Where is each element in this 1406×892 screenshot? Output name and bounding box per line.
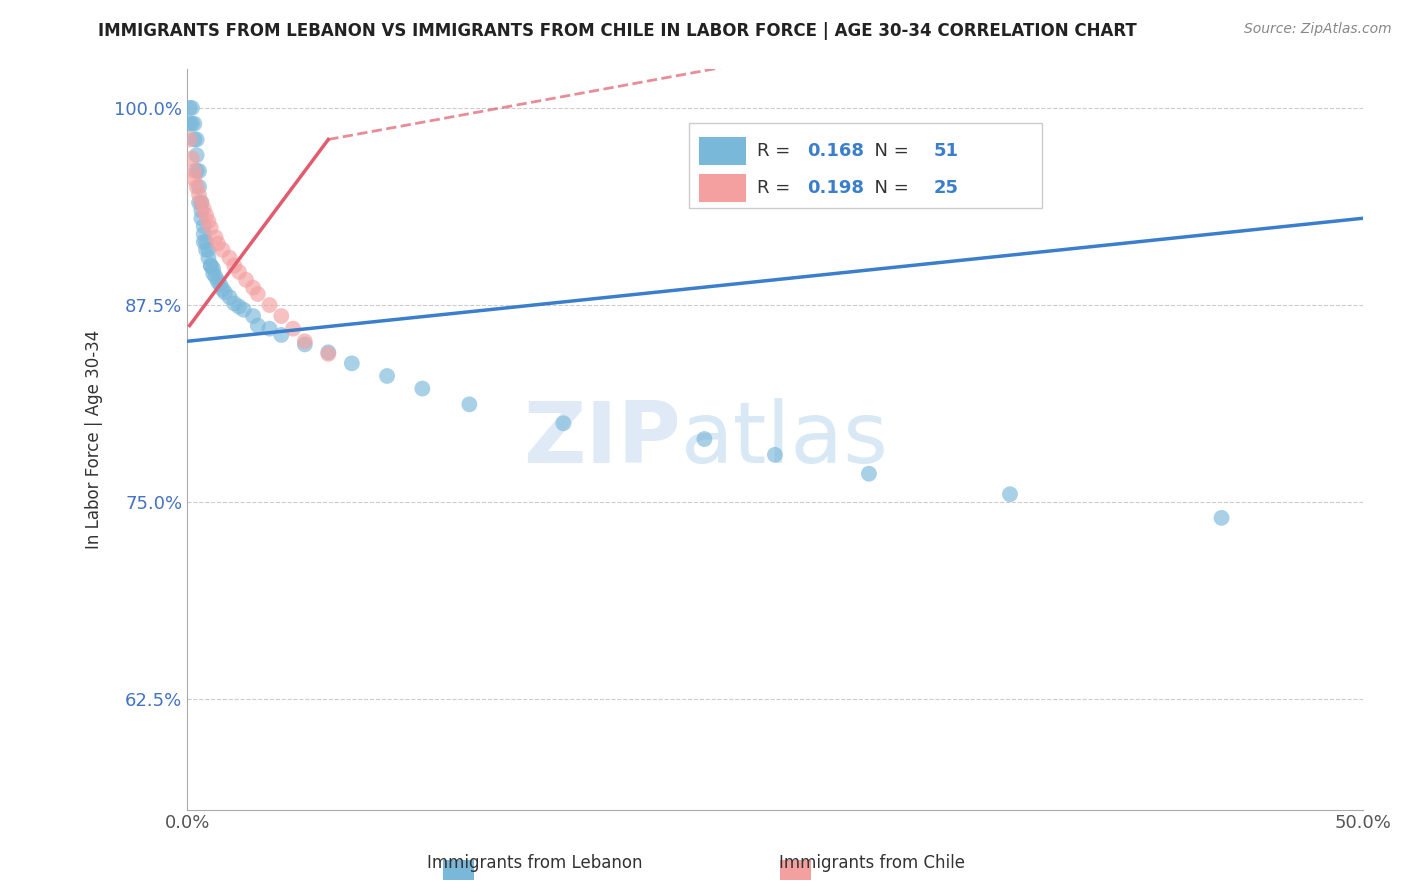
- Point: [763, 448, 786, 462]
- Point: [246, 318, 269, 333]
- Text: Immigrants from Chile: Immigrants from Chile: [779, 855, 965, 872]
- Point: [186, 164, 208, 178]
- Point: [200, 259, 222, 273]
- Point: [259, 321, 281, 335]
- Point: [183, 164, 205, 178]
- Point: [1211, 511, 1233, 525]
- Point: [998, 487, 1021, 501]
- Point: [294, 334, 316, 349]
- Point: [858, 467, 880, 481]
- Text: R =: R =: [758, 178, 796, 197]
- FancyBboxPatch shape: [689, 122, 1042, 208]
- Point: [218, 290, 240, 304]
- Point: [193, 219, 215, 234]
- Point: [209, 277, 232, 292]
- FancyBboxPatch shape: [699, 174, 745, 202]
- Point: [181, 117, 204, 131]
- Text: R =: R =: [758, 142, 796, 160]
- Point: [183, 132, 205, 146]
- Point: [242, 281, 264, 295]
- Point: [190, 203, 212, 218]
- Point: [214, 285, 236, 300]
- Text: atlas: atlas: [681, 398, 889, 481]
- Text: Source: ZipAtlas.com: Source: ZipAtlas.com: [1244, 22, 1392, 37]
- Point: [188, 179, 211, 194]
- Point: [340, 356, 363, 370]
- Point: [204, 269, 226, 284]
- Point: [228, 265, 250, 279]
- Point: [197, 243, 219, 257]
- Point: [202, 267, 225, 281]
- Point: [458, 397, 481, 411]
- Point: [218, 251, 240, 265]
- Point: [200, 220, 222, 235]
- Point: [188, 195, 211, 210]
- Point: [186, 148, 208, 162]
- Point: [183, 172, 205, 186]
- Text: 25: 25: [934, 178, 959, 197]
- Point: [246, 287, 269, 301]
- Text: Immigrants from Lebanon: Immigrants from Lebanon: [426, 855, 643, 872]
- Point: [190, 211, 212, 226]
- Point: [294, 337, 316, 351]
- Point: [553, 417, 575, 431]
- Point: [179, 117, 201, 131]
- Point: [193, 235, 215, 249]
- Point: [186, 132, 208, 146]
- FancyBboxPatch shape: [699, 136, 745, 165]
- Point: [318, 347, 340, 361]
- Point: [183, 117, 205, 131]
- Point: [200, 259, 222, 273]
- Point: [197, 251, 219, 265]
- Point: [179, 132, 201, 146]
- Point: [202, 261, 225, 276]
- Text: N =: N =: [863, 142, 914, 160]
- Point: [188, 187, 211, 202]
- Point: [204, 230, 226, 244]
- Point: [181, 152, 204, 166]
- Point: [270, 328, 292, 343]
- Point: [207, 236, 229, 251]
- Text: IMMIGRANTS FROM LEBANON VS IMMIGRANTS FROM CHILE IN LABOR FORCE | AGE 30-34 CORR: IMMIGRANTS FROM LEBANON VS IMMIGRANTS FR…: [98, 22, 1137, 40]
- Point: [232, 302, 254, 317]
- Point: [224, 259, 246, 273]
- Point: [193, 227, 215, 241]
- Point: [195, 208, 218, 222]
- Point: [228, 300, 250, 314]
- Point: [235, 273, 257, 287]
- Point: [193, 202, 215, 216]
- Point: [190, 195, 212, 210]
- Point: [211, 282, 233, 296]
- Point: [197, 214, 219, 228]
- Text: 0.198: 0.198: [807, 178, 863, 197]
- Point: [179, 101, 201, 115]
- Point: [188, 164, 211, 178]
- Point: [181, 101, 204, 115]
- Point: [281, 321, 304, 335]
- Point: [411, 382, 433, 396]
- Text: N =: N =: [863, 178, 914, 197]
- Text: 0.168: 0.168: [807, 142, 863, 160]
- Point: [211, 243, 233, 257]
- Point: [318, 345, 340, 359]
- Point: [190, 195, 212, 210]
- Point: [693, 432, 716, 446]
- Point: [195, 243, 218, 257]
- Y-axis label: In Labor Force | Age 30-34: In Labor Force | Age 30-34: [86, 329, 103, 549]
- Text: 51: 51: [934, 142, 959, 160]
- Point: [207, 274, 229, 288]
- Point: [375, 368, 398, 383]
- Point: [195, 235, 218, 249]
- Point: [270, 309, 292, 323]
- Point: [224, 296, 246, 310]
- Point: [186, 179, 208, 194]
- Point: [259, 298, 281, 312]
- Text: ZIP: ZIP: [523, 398, 681, 481]
- Point: [242, 309, 264, 323]
